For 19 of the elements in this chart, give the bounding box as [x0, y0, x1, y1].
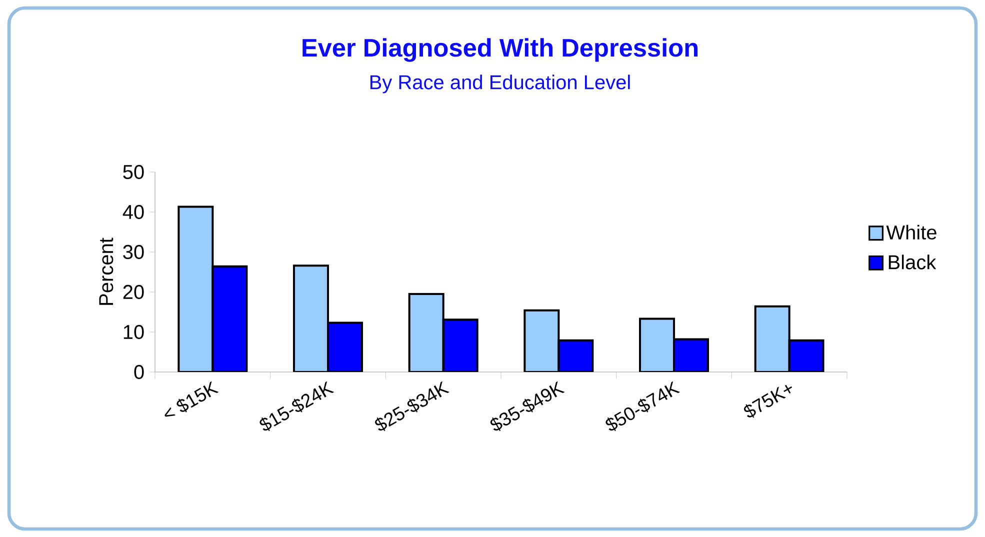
chart-subtitle: By Race and Education Level [370, 74, 630, 94]
bar [524, 309, 560, 372]
y-tick-label: 40 [122, 204, 144, 220]
x-tick-label: < $15K [164, 381, 219, 417]
legend-label: White [886, 224, 936, 240]
y-axis-title: Percent [99, 238, 114, 305]
bar [639, 318, 675, 372]
chart-title: Ever Diagnosed With Depression [302, 38, 698, 62]
y-tick-label: 30 [123, 244, 144, 260]
legend-label: Black [888, 254, 936, 270]
bar [212, 265, 248, 372]
bar [442, 318, 478, 372]
bar [408, 293, 444, 372]
y-tick-label: 0 [134, 364, 144, 380]
y-tick-label: 20 [123, 284, 144, 300]
y-tick-label: 10 [124, 324, 144, 340]
y-tick-label: 50 [123, 164, 144, 180]
bar [754, 305, 790, 372]
bar [178, 206, 214, 372]
